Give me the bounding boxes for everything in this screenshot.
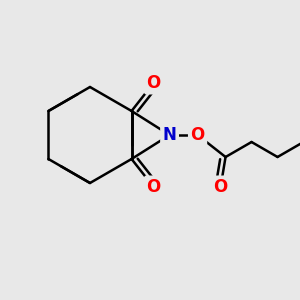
Text: O: O [146,178,161,196]
Text: O: O [213,178,228,196]
Text: N: N [163,126,176,144]
Text: O: O [146,74,161,92]
Text: O: O [190,126,205,144]
